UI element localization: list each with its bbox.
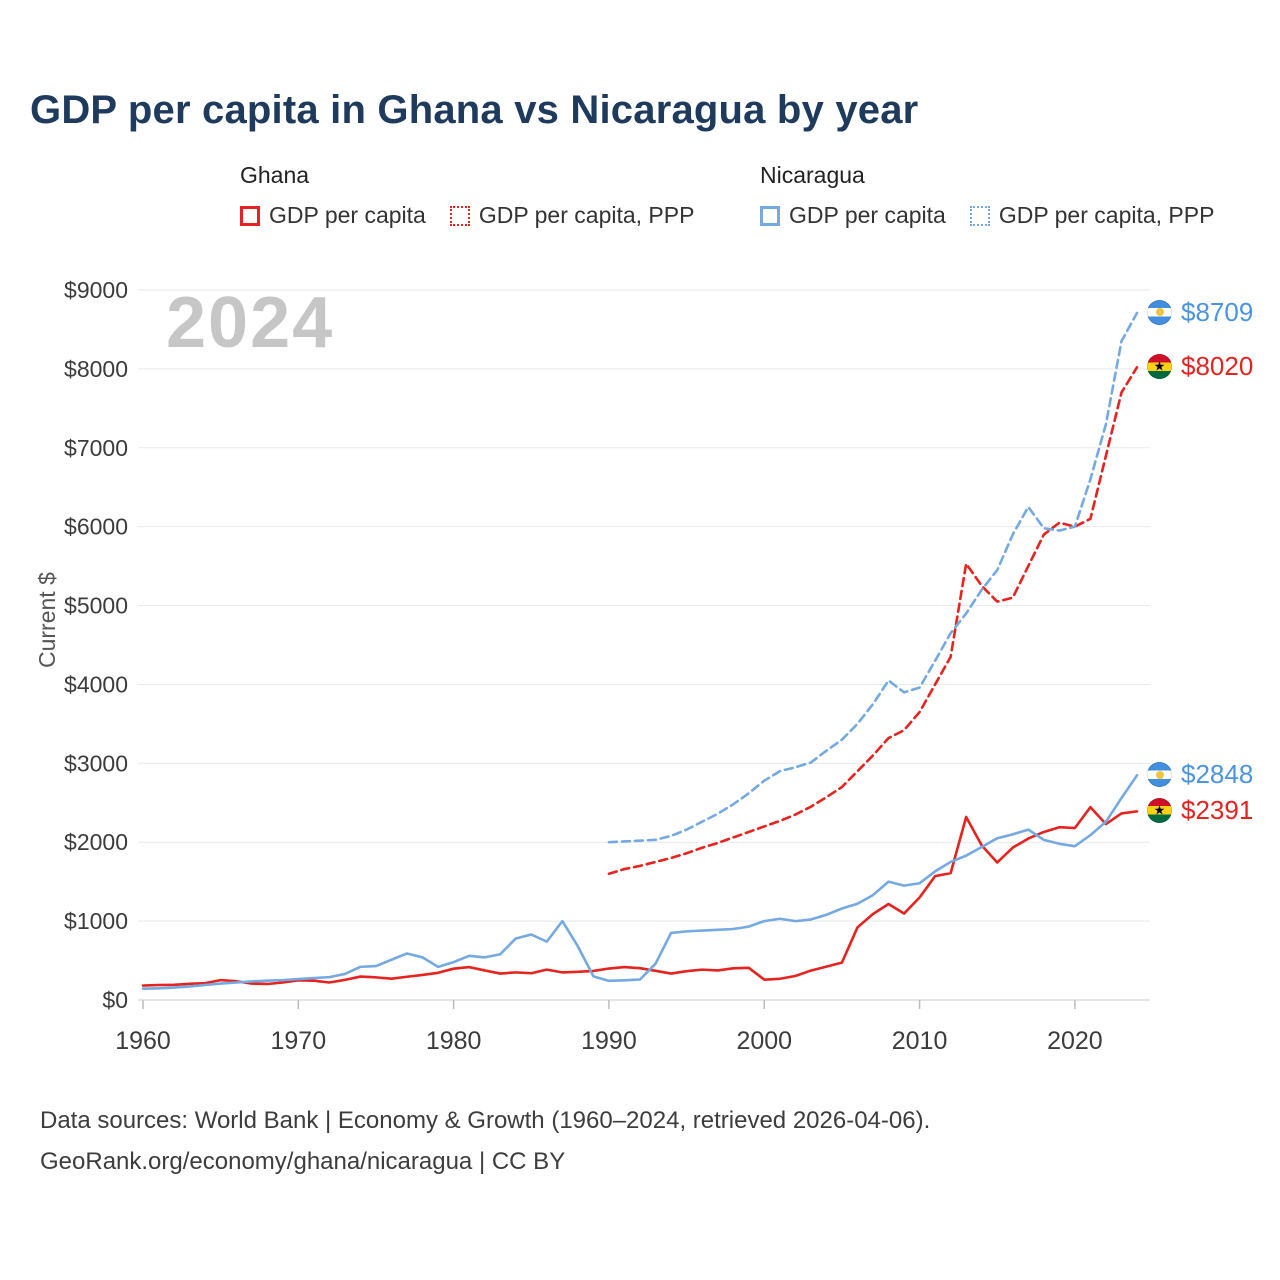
ghana-flag-icon — [1147, 354, 1172, 380]
x-tick-label: 2010 — [892, 1027, 948, 1055]
end-label-nicaragua: $2848 — [1147, 759, 1253, 790]
end-label-value: $8709 — [1181, 296, 1254, 327]
legend-label-nicaragua-gdp: GDP per capita — [789, 202, 946, 228]
legend-swatch-nicaragua-dotted-icon — [969, 205, 990, 226]
end-label-ghana: $2391 — [1147, 795, 1253, 826]
legend-label-ghana-gdp: GDP per capita — [269, 202, 426, 228]
page-title: GDP per capita in Ghana vs Nicaragua by … — [30, 88, 919, 132]
legend-items-ghana: GDP per capita GDP per capita, PPP — [240, 202, 694, 229]
footer-data-sources: Data sources: World Bank | Economy & Gro… — [40, 1107, 931, 1134]
end-label-value: $2848 — [1181, 759, 1254, 790]
y-tick-label: $7000 — [64, 435, 128, 461]
end-label-value: $2391 — [1181, 795, 1254, 826]
y-tick-label: $5000 — [64, 593, 128, 619]
series-line — [607, 311, 1139, 844]
y-tick-label: $6000 — [64, 514, 128, 540]
legend-country-ghana: Ghana — [240, 162, 310, 188]
legend-label-nicaragua-gdp-ppp: GDP per capita, PPP — [998, 202, 1215, 228]
y-tick-label: $8000 — [64, 356, 128, 382]
x-tick-label: 2000 — [736, 1027, 792, 1055]
legend-item-nicaragua-gdp[interactable]: GDP per capita — [760, 202, 946, 229]
y-tick-label: $2000 — [64, 829, 128, 855]
series-line — [141, 774, 1139, 991]
footer-url[interactable]: GeoRank.org/economy/ghana/nicaragua | CC… — [40, 1148, 566, 1176]
legend-item-ghana-gdp[interactable]: GDP per capita — [240, 202, 426, 229]
legend-item-nicaragua-gdp-ppp[interactable]: GDP per capita, PPP — [969, 202, 1215, 229]
x-tick-label: 1980 — [426, 1027, 482, 1055]
end-label-value: $8020 — [1181, 351, 1254, 382]
legend-country-nicaragua: Nicaragua — [760, 162, 865, 188]
y-tick-label: $1000 — [64, 908, 128, 934]
y-tick-label: $4000 — [64, 671, 128, 697]
nicaragua-flag-icon — [1147, 299, 1172, 325]
x-tick-label: 2020 — [1047, 1027, 1103, 1055]
y-tick-label: $9000 — [64, 277, 128, 303]
x-tick-label: 1990 — [581, 1027, 637, 1055]
legend-group-nicaragua: Nicaragua GDP per capita GDP per capita,… — [760, 162, 1214, 229]
end-label-ghana: $8020 — [1147, 351, 1253, 382]
nicaragua-flag-icon — [1147, 762, 1172, 788]
series-line — [607, 366, 1139, 876]
series-line — [141, 805, 1139, 987]
end-label-nicaragua: $8709 — [1147, 297, 1253, 328]
legend-group-ghana: Ghana GDP per capita GDP per capita, PPP — [240, 162, 694, 229]
legend-swatch-ghana-dotted-icon — [449, 205, 470, 226]
legend: Ghana GDP per capita GDP per capita, PPP… — [0, 162, 1280, 242]
footer: Data sources: World Bank | Economy & Gro… — [40, 1100, 930, 1183]
y-tick-label: $0 — [102, 987, 128, 1013]
ghana-flag-icon — [1147, 798, 1172, 824]
legend-items-nicaragua: GDP per capita GDP per capita, PPP — [760, 202, 1214, 229]
y-tick-label: $3000 — [64, 750, 128, 776]
legend-item-ghana-gdp-ppp[interactable]: GDP per capita, PPP — [449, 202, 695, 229]
legend-label-ghana-gdp-ppp: GDP per capita, PPP — [478, 202, 695, 228]
legend-swatch-ghana-solid-icon — [240, 205, 260, 226]
x-tick-label: 1970 — [271, 1027, 327, 1055]
x-tick-label: 1960 — [115, 1027, 171, 1055]
legend-swatch-nicaragua-solid-icon — [760, 205, 780, 226]
watermark-year: 2024 — [166, 283, 335, 363]
